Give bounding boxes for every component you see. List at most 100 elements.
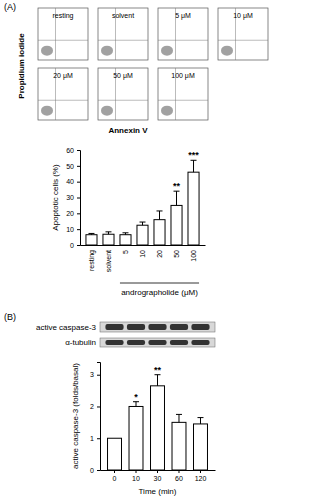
error-cap — [88, 233, 94, 234]
tick: 120 — [195, 470, 207, 482]
cell-cluster — [101, 106, 113, 116]
x-axis: restingsolvent5102050100 — [81, 245, 206, 272]
bar — [129, 406, 143, 470]
error-line — [157, 375, 158, 386]
axis-line — [77, 151, 81, 246]
error-line — [178, 414, 179, 422]
axis-title: Apoptotic cells (%) — [51, 164, 60, 231]
axis-title: Time (min) — [139, 487, 177, 496]
plot-area — [108, 375, 208, 470]
tick-mark — [97, 470, 100, 471]
quadrant-line — [38, 100, 88, 101]
bar — [188, 172, 199, 245]
plot-area — [86, 160, 199, 245]
tick: 60 — [175, 470, 183, 482]
error-cap — [197, 417, 203, 418]
quadrant-line — [158, 100, 208, 101]
x-axis: 0103060120 — [101, 470, 216, 482]
error-bar — [174, 191, 180, 205]
tick: 5 — [122, 245, 129, 254]
tick-label: 60 — [66, 147, 74, 154]
cell-cluster — [41, 46, 53, 56]
cell-cluster — [101, 46, 113, 56]
error-bar — [155, 375, 161, 386]
bar — [137, 225, 148, 245]
tick-label: 10 — [139, 250, 146, 258]
tick: 20 — [66, 210, 80, 217]
tick-label: 20 — [66, 210, 74, 217]
tick: 10 — [66, 226, 80, 233]
tick: solvent — [105, 245, 112, 272]
blot-band — [191, 340, 209, 345]
panel-title: 10 μM — [233, 12, 253, 20]
tick: 40 — [66, 178, 80, 185]
tick-mark — [200, 470, 201, 473]
error-cap — [176, 414, 182, 415]
tick-mark — [77, 166, 80, 167]
bar — [108, 438, 122, 470]
tick-label: 60 — [175, 475, 183, 482]
cell-cluster — [161, 46, 173, 56]
flow-panel: 20 μM — [38, 68, 88, 120]
tick: resting — [88, 245, 96, 271]
tick: 10 — [132, 470, 140, 482]
significance: ** — [173, 181, 181, 191]
error-line — [176, 191, 177, 205]
tick-label: 120 — [195, 475, 207, 482]
tick: 1 — [90, 435, 100, 442]
panel-title: 5 μM — [175, 12, 191, 20]
tick: 2 — [90, 403, 100, 410]
panel-frame — [98, 8, 148, 60]
quadrant-line — [218, 40, 268, 41]
tick-mark — [77, 182, 80, 183]
error-bar — [176, 414, 182, 422]
significance: *** — [188, 150, 199, 160]
blot-label: active caspase-3 — [36, 323, 97, 332]
tick-mark — [77, 198, 80, 199]
panel-frame — [38, 8, 88, 60]
blot-band — [170, 340, 188, 345]
tick-mark — [77, 229, 80, 230]
y-axis: 0123 — [90, 363, 100, 474]
y-axis: 0 10 20 30 40 50 60 — [66, 147, 80, 249]
error-cap — [157, 210, 163, 211]
tick-label: 30 — [66, 194, 74, 201]
flow-panel: 5 μM — [158, 8, 208, 60]
tick-label: 3 — [90, 371, 94, 378]
tick-mark — [97, 406, 100, 407]
tick: 0 — [113, 470, 117, 482]
panel-title: 100 μM — [171, 72, 195, 80]
blot-band — [127, 324, 145, 330]
tick-label: 0 — [70, 242, 74, 249]
bar — [172, 422, 186, 470]
axis-title: Annexin V — [108, 126, 148, 135]
blot-band — [105, 324, 123, 330]
panel-frame — [158, 8, 208, 60]
axis-title: andrographolide (μM) — [121, 288, 198, 297]
panel-frame — [158, 68, 208, 120]
flow-panel: 10 μM — [218, 8, 268, 60]
tick-mark — [97, 375, 100, 376]
tick: 0 — [70, 242, 80, 249]
panel-label: (B) — [4, 312, 16, 322]
panel-frame — [38, 68, 88, 120]
error-bar — [88, 233, 94, 234]
panel-frame — [218, 8, 268, 60]
tick: 50 — [66, 163, 80, 170]
tick-mark — [97, 438, 100, 439]
flow-panel: solvent — [98, 8, 148, 60]
tick-label: 10 — [132, 475, 140, 482]
bar — [151, 386, 165, 470]
tick-label: 20 — [156, 250, 163, 258]
flow-panel: 100 μM — [158, 68, 208, 120]
error-cap — [105, 231, 111, 232]
tick-mark — [136, 470, 137, 473]
quadrant-line — [98, 100, 148, 101]
blot-band — [170, 324, 188, 330]
blot-strip — [100, 338, 215, 347]
error-bar — [197, 418, 203, 424]
tick: 100 — [190, 245, 197, 262]
bar — [103, 234, 114, 245]
tick-mark — [178, 470, 179, 473]
tick-label: 10 — [66, 226, 74, 233]
